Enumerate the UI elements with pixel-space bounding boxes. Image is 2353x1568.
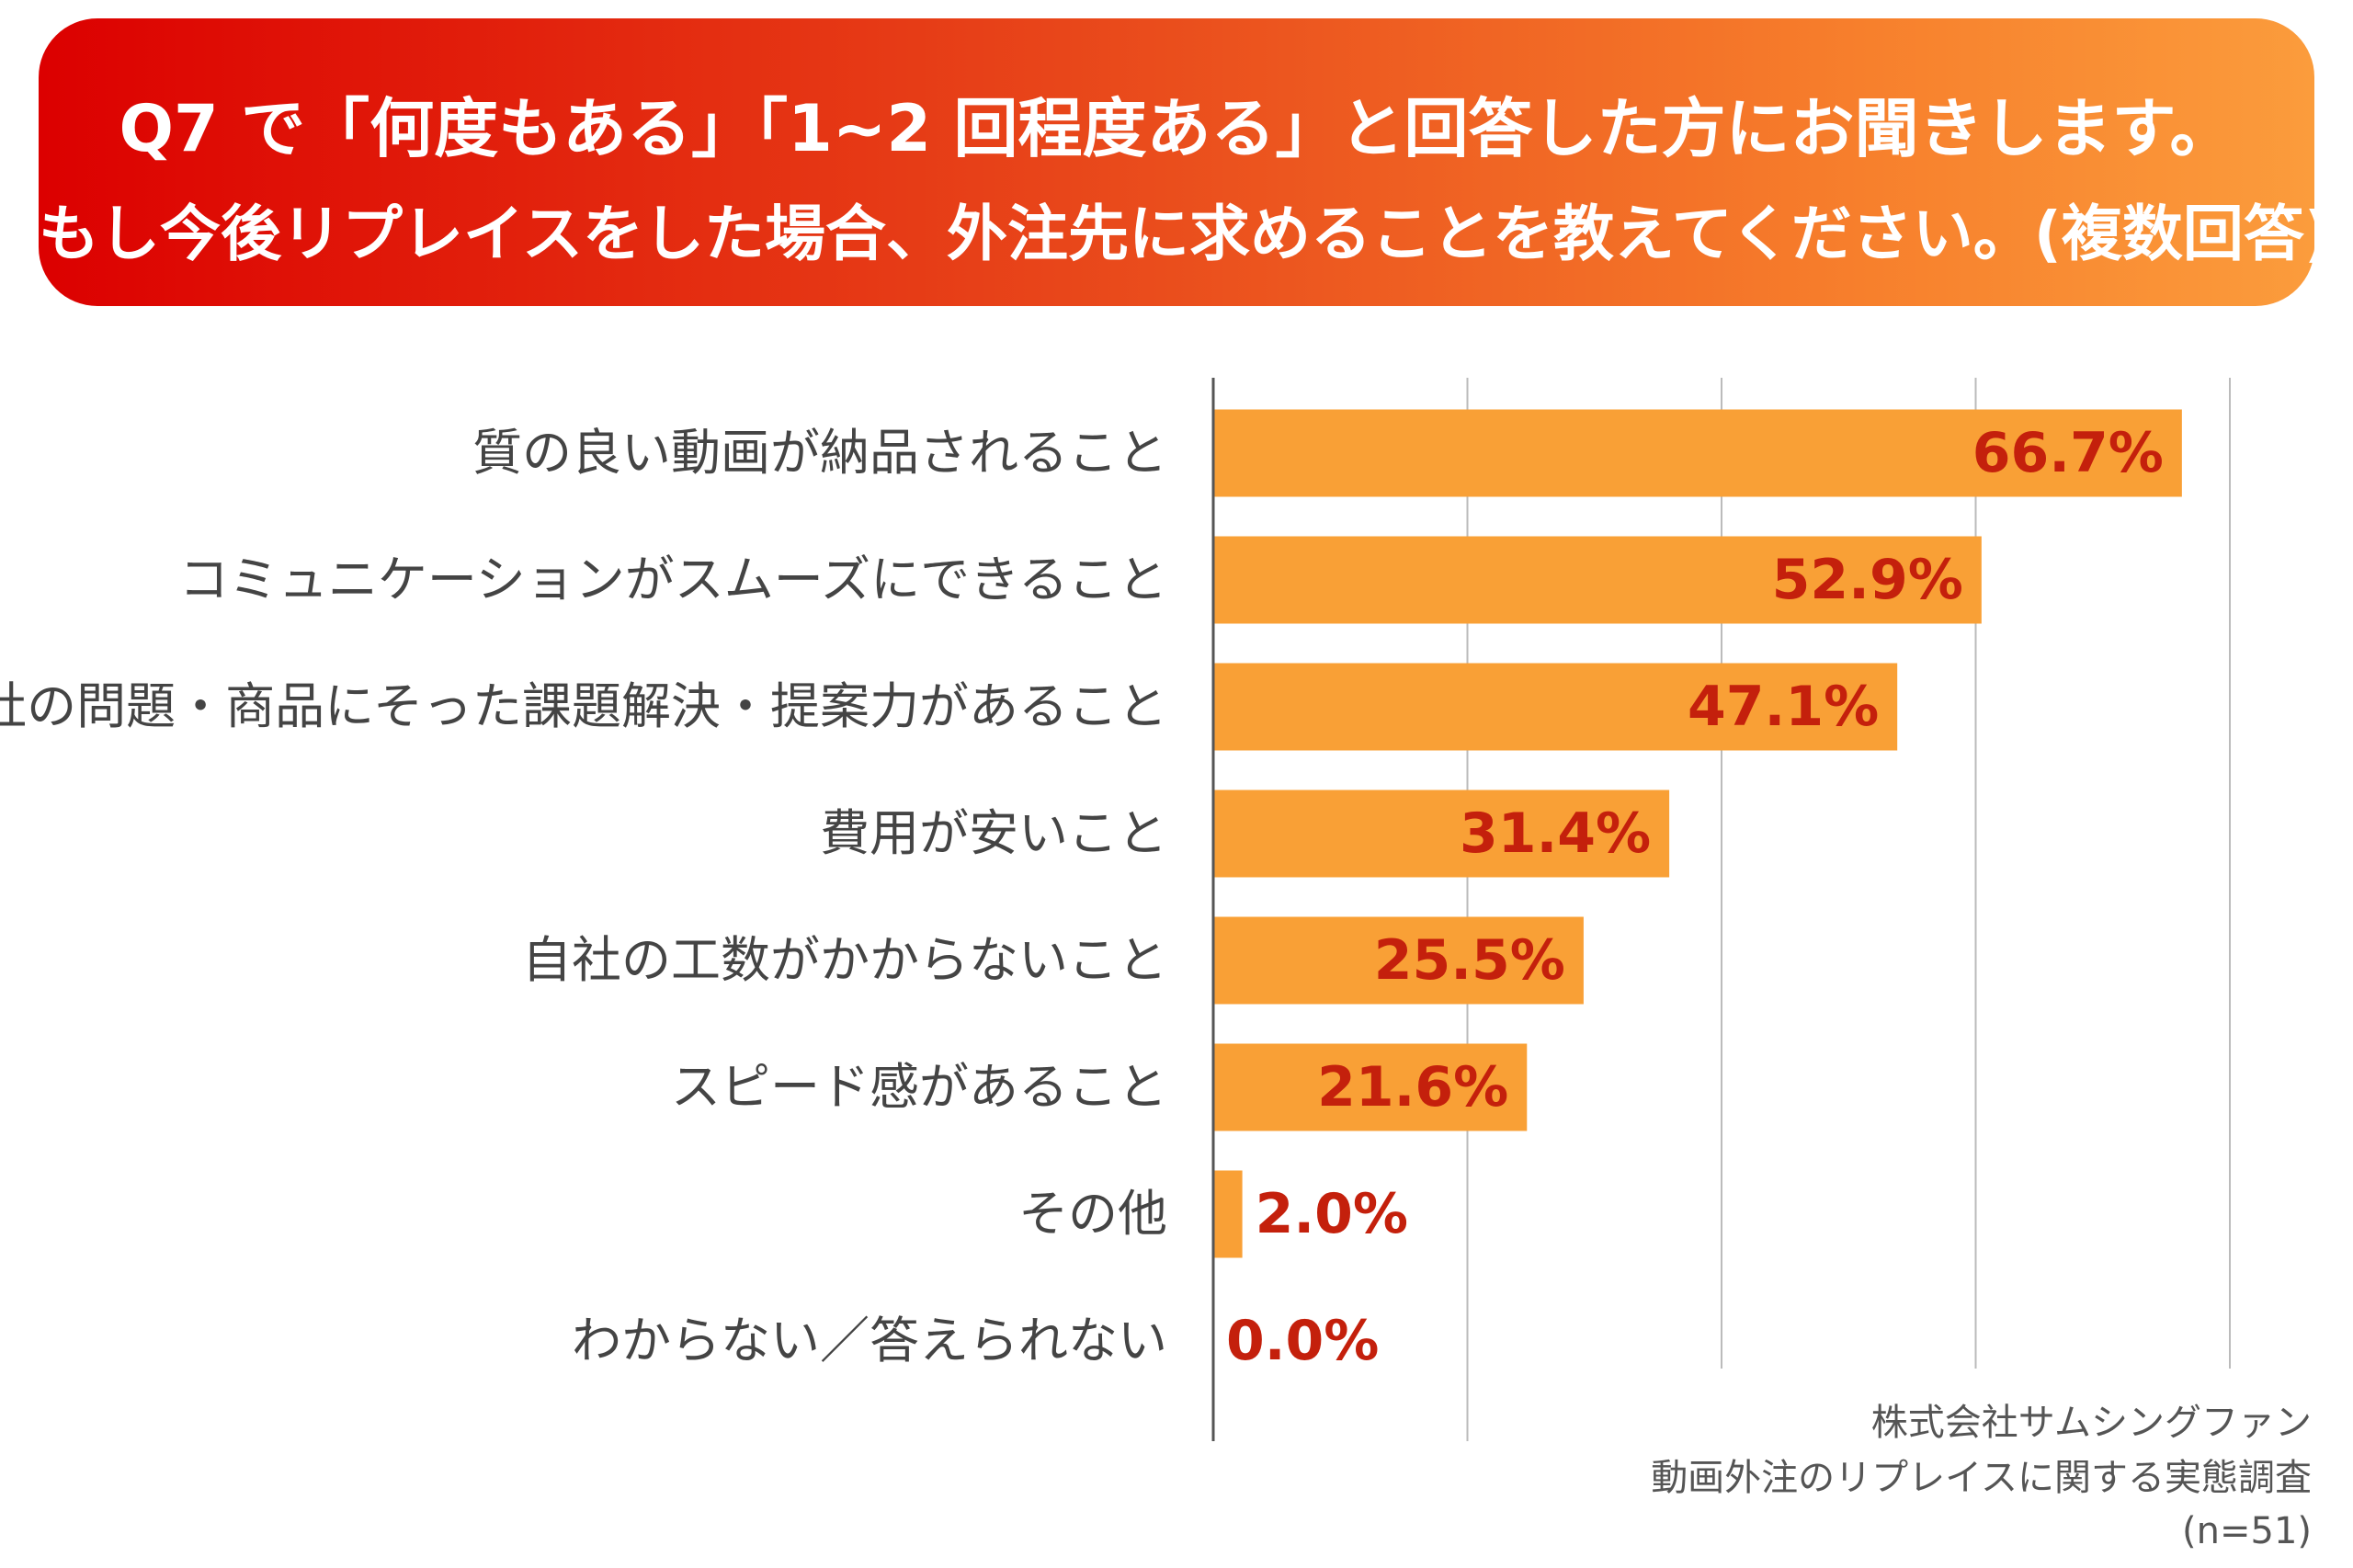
category-label: スピード感があること <box>671 1058 1167 1116</box>
value-label: 52.9% <box>1771 548 1963 612</box>
category-label: 自社の工数がかからないこと <box>522 931 1167 989</box>
sample-size: (n=51) <box>2182 1510 2312 1552</box>
bar <box>1213 409 2182 497</box>
source-company: 株式会社サムシングファン <box>1870 1402 2312 1444</box>
question-title-line2: もし今後リプレイスをした場合、外注先に求めることを教えてください。(複数回答) <box>39 199 2333 269</box>
bar <box>1213 663 1898 751</box>
category-label: コミュニケーションがスムーズにできること <box>178 551 1167 608</box>
value-label: 2.0% <box>1255 1182 1408 1246</box>
value-label: 47.1% <box>1688 675 1880 739</box>
survey-name: 動画外注のリプレイスに関する実態調査 <box>1651 1457 2312 1499</box>
question-title-line1: Q7 で「何度もある」「1~2 回程度ある」と回答した方にお聞きします。 <box>119 91 2234 166</box>
value-label: 21.6% <box>1317 1055 1509 1119</box>
value-label: 31.4% <box>1459 801 1652 866</box>
bar <box>1213 790 1670 878</box>
category-label: 費用が安いこと <box>820 804 1167 862</box>
category-label: その他 <box>1018 1185 1167 1243</box>
value-label: 25.5% <box>1373 928 1565 993</box>
bar <box>1213 1043 1528 1131</box>
category-label: 質の良い動画が納品されること <box>472 424 1167 482</box>
category-label: 自社の問題・商品にそった課題解決・提案力があること <box>0 677 1167 735</box>
question-header: Q7 で「何度もある」「1~2 回程度ある」と回答した方にお聞きします。 もし今… <box>39 18 2333 306</box>
bar <box>1213 536 1982 624</box>
value-label: 66.7% <box>1972 421 2164 485</box>
bar <box>1213 916 1584 1005</box>
value-label: 0.0% <box>1226 1309 1380 1373</box>
category-label: わからない／答えられない <box>572 1312 1167 1369</box>
bar <box>1213 1170 1243 1258</box>
